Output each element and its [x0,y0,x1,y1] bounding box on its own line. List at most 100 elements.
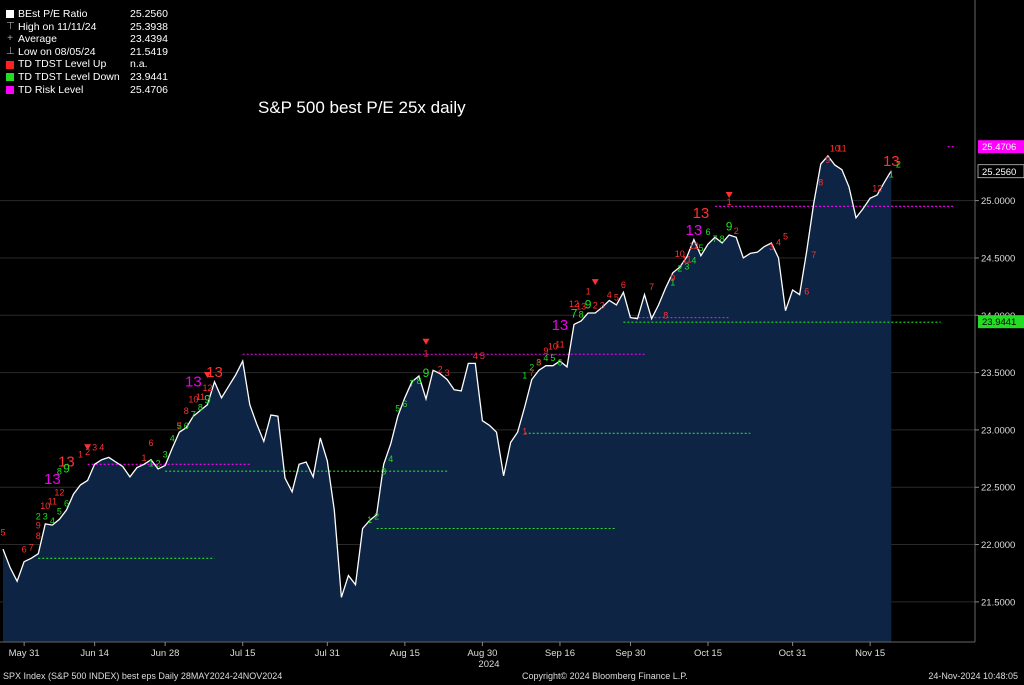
td-count-label: 13 [185,373,202,390]
td-count-label: 8 [57,467,62,477]
td-count-label: 11 [682,255,691,265]
td-count-label: 12 [569,299,579,309]
td-count-label: 9 [36,521,41,531]
td-count-label: 11 [48,496,57,506]
td-count-label: 5 [0,527,5,537]
td-count-label: 11 [837,143,846,153]
td-count-label: 3 [43,511,48,521]
td-count-label: 1 [670,277,675,287]
td-count-label: 4 [473,351,478,361]
td-count-label: 2 [374,511,379,521]
value-label-box [978,140,1024,154]
legend-item: ⊥ Low on 08/05/24 21.5419 [6,46,168,59]
td-count-label: 2 [156,459,161,469]
td-count-label: 7 [811,250,816,260]
legend-swatch [6,73,14,82]
td-count-label: 10 [548,342,558,352]
td-count-label: 6 [149,438,154,448]
legend-swatch [6,60,14,69]
value-label: 23.9441 [982,317,1016,328]
y-tick-label: 25.0000 [981,196,1015,207]
td-count-label: 7 [571,307,578,321]
td-count-label: 2 [529,362,534,372]
td-count-label: 2 [85,447,90,457]
td-count-label: 2 [593,300,598,310]
legend-label: TD TDST Level Up [18,58,107,71]
td-count-label: 2 [36,511,41,521]
td-count-label: 6 [64,499,69,509]
legend-value: 23.9441 [130,70,168,83]
legend-label: High on 11/11/24 [18,20,97,33]
sell-arrow-icon [203,372,211,379]
td-count-label: 9 [726,219,733,233]
td-count-label: 13 [58,454,75,471]
pe-ratio-line [2,154,892,598]
tdst-levels [38,146,955,559]
legend-swatch [6,85,14,94]
legend-label: Low on 08/05/24 [18,45,96,58]
td-count-label: 5 [177,421,182,431]
sell-arrow-icon [84,444,92,451]
td-count-label: 7 [529,368,534,378]
legend-item: TD TDST Level Down 23.9441 [6,71,168,84]
td-count-label: 1 [367,515,372,525]
td-count-label: 1 [586,287,591,297]
td-count-label: 4 [776,237,781,247]
high-marker-icon: ⊤ [6,20,15,32]
td-count-label: 12 [872,183,882,193]
td-count-label: 3 [92,443,97,453]
legend-label: BEst P/E Ratio [18,8,88,20]
td-count-label: 12 [689,241,699,251]
chart-title: S&P 500 best P/E 25x daily [258,98,466,117]
legend-item: BEst P/E Ratio 25.2560 [6,8,168,21]
td-count-label: 1 [522,370,527,380]
x-tick-label: Oct 31 [779,648,807,659]
td-count-label: 13 [552,317,569,334]
x-tick-label: Aug 15 [390,648,420,659]
td-count-label: 9 [543,346,548,356]
low-marker-icon: ⊥ [6,45,15,57]
x-tick-label: Nov 15 [855,648,885,659]
legend-value: n.a. [130,58,148,71]
legend-value: 25.2560 [130,8,168,20]
td-count-label: 6 [705,227,710,237]
td-count-label: 7 [713,234,718,244]
td-count-label: 5 [614,292,619,302]
td-count-label: 13 [576,302,586,312]
average-marker-icon: + [7,33,13,45]
td-count-label: 12 [54,487,64,497]
td-count-label: 8 [818,178,823,188]
td-count-label: 6 [22,545,27,555]
area-fill [3,155,892,642]
legend-value: 25.3938 [130,20,168,33]
td-count-label: 4 [99,443,104,453]
td-count-label: 8 [198,402,203,412]
sell-arrow-icon [422,338,430,345]
td-count-label: 5 [395,404,400,414]
x-tick-label: Sep 30 [615,648,645,659]
x-tick-label: Jul 15 [230,648,255,659]
td-count-label: 8 [720,234,725,244]
td-count-label: 13 [206,364,223,381]
td-count-label: 2 [734,226,739,236]
y-tick-label: 23.5000 [981,368,1015,379]
td-count-label: 8 [36,531,41,541]
td-count-label: 8 [579,310,584,320]
td-count-label: 13 [883,153,900,170]
sell-arrow-icon [725,192,733,199]
axes: 21.500022.000022.500023.000023.500024.00… [0,0,1024,659]
td-count-label: 9 [670,273,675,283]
td-count-label: 8 [184,406,189,416]
footer-copyright: Copyright© 2024 Bloomberg Finance L.P. [522,671,688,681]
td-count-label: 1 [141,453,146,463]
td-count-label: 4 [50,516,55,526]
y-tick-label: 23.0000 [981,425,1015,436]
td-count-label: 1 [149,459,154,469]
td-count-label: 7 [191,409,196,419]
value-label-box [977,164,1024,179]
td-count-label: 9 [825,155,830,165]
td-count-label: 7 [649,282,654,292]
td-count-label: 6 [804,287,809,297]
